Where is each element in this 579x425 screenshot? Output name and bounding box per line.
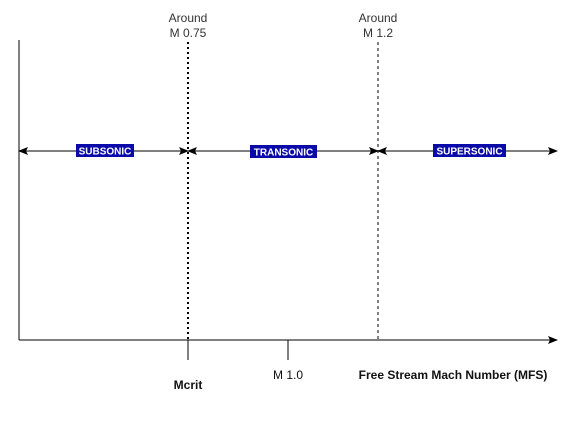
mcrit-top-label-line2: M 0.75 bbox=[170, 26, 207, 40]
mach-one-axis-label: M 1.0 bbox=[273, 368, 303, 382]
supersonic-label-text: SUPERSONIC bbox=[436, 147, 502, 158]
transonic-label-text: TRANSONIC bbox=[254, 148, 313, 159]
supersonic-top-label-line1: Around bbox=[359, 11, 398, 25]
subsonic-label-text: SUBSONIC bbox=[79, 147, 132, 158]
supersonic-region-label: SUPERSONIC bbox=[433, 144, 506, 158]
subsonic-label-background bbox=[76, 144, 134, 157]
mcrit-top-label-line1: Around bbox=[169, 11, 208, 25]
transonic-label-background bbox=[250, 145, 317, 158]
transonic-region-label: TRANSONIC bbox=[250, 145, 317, 159]
x-axis-title: Free Stream Mach Number (MFS) bbox=[359, 368, 548, 382]
mcrit-axis-label: Mcrit bbox=[174, 378, 203, 392]
supersonic-label-background bbox=[433, 144, 506, 157]
supersonic-top-label-line2: M 1.2 bbox=[363, 26, 393, 40]
subsonic-region-label: SUBSONIC bbox=[76, 144, 134, 158]
